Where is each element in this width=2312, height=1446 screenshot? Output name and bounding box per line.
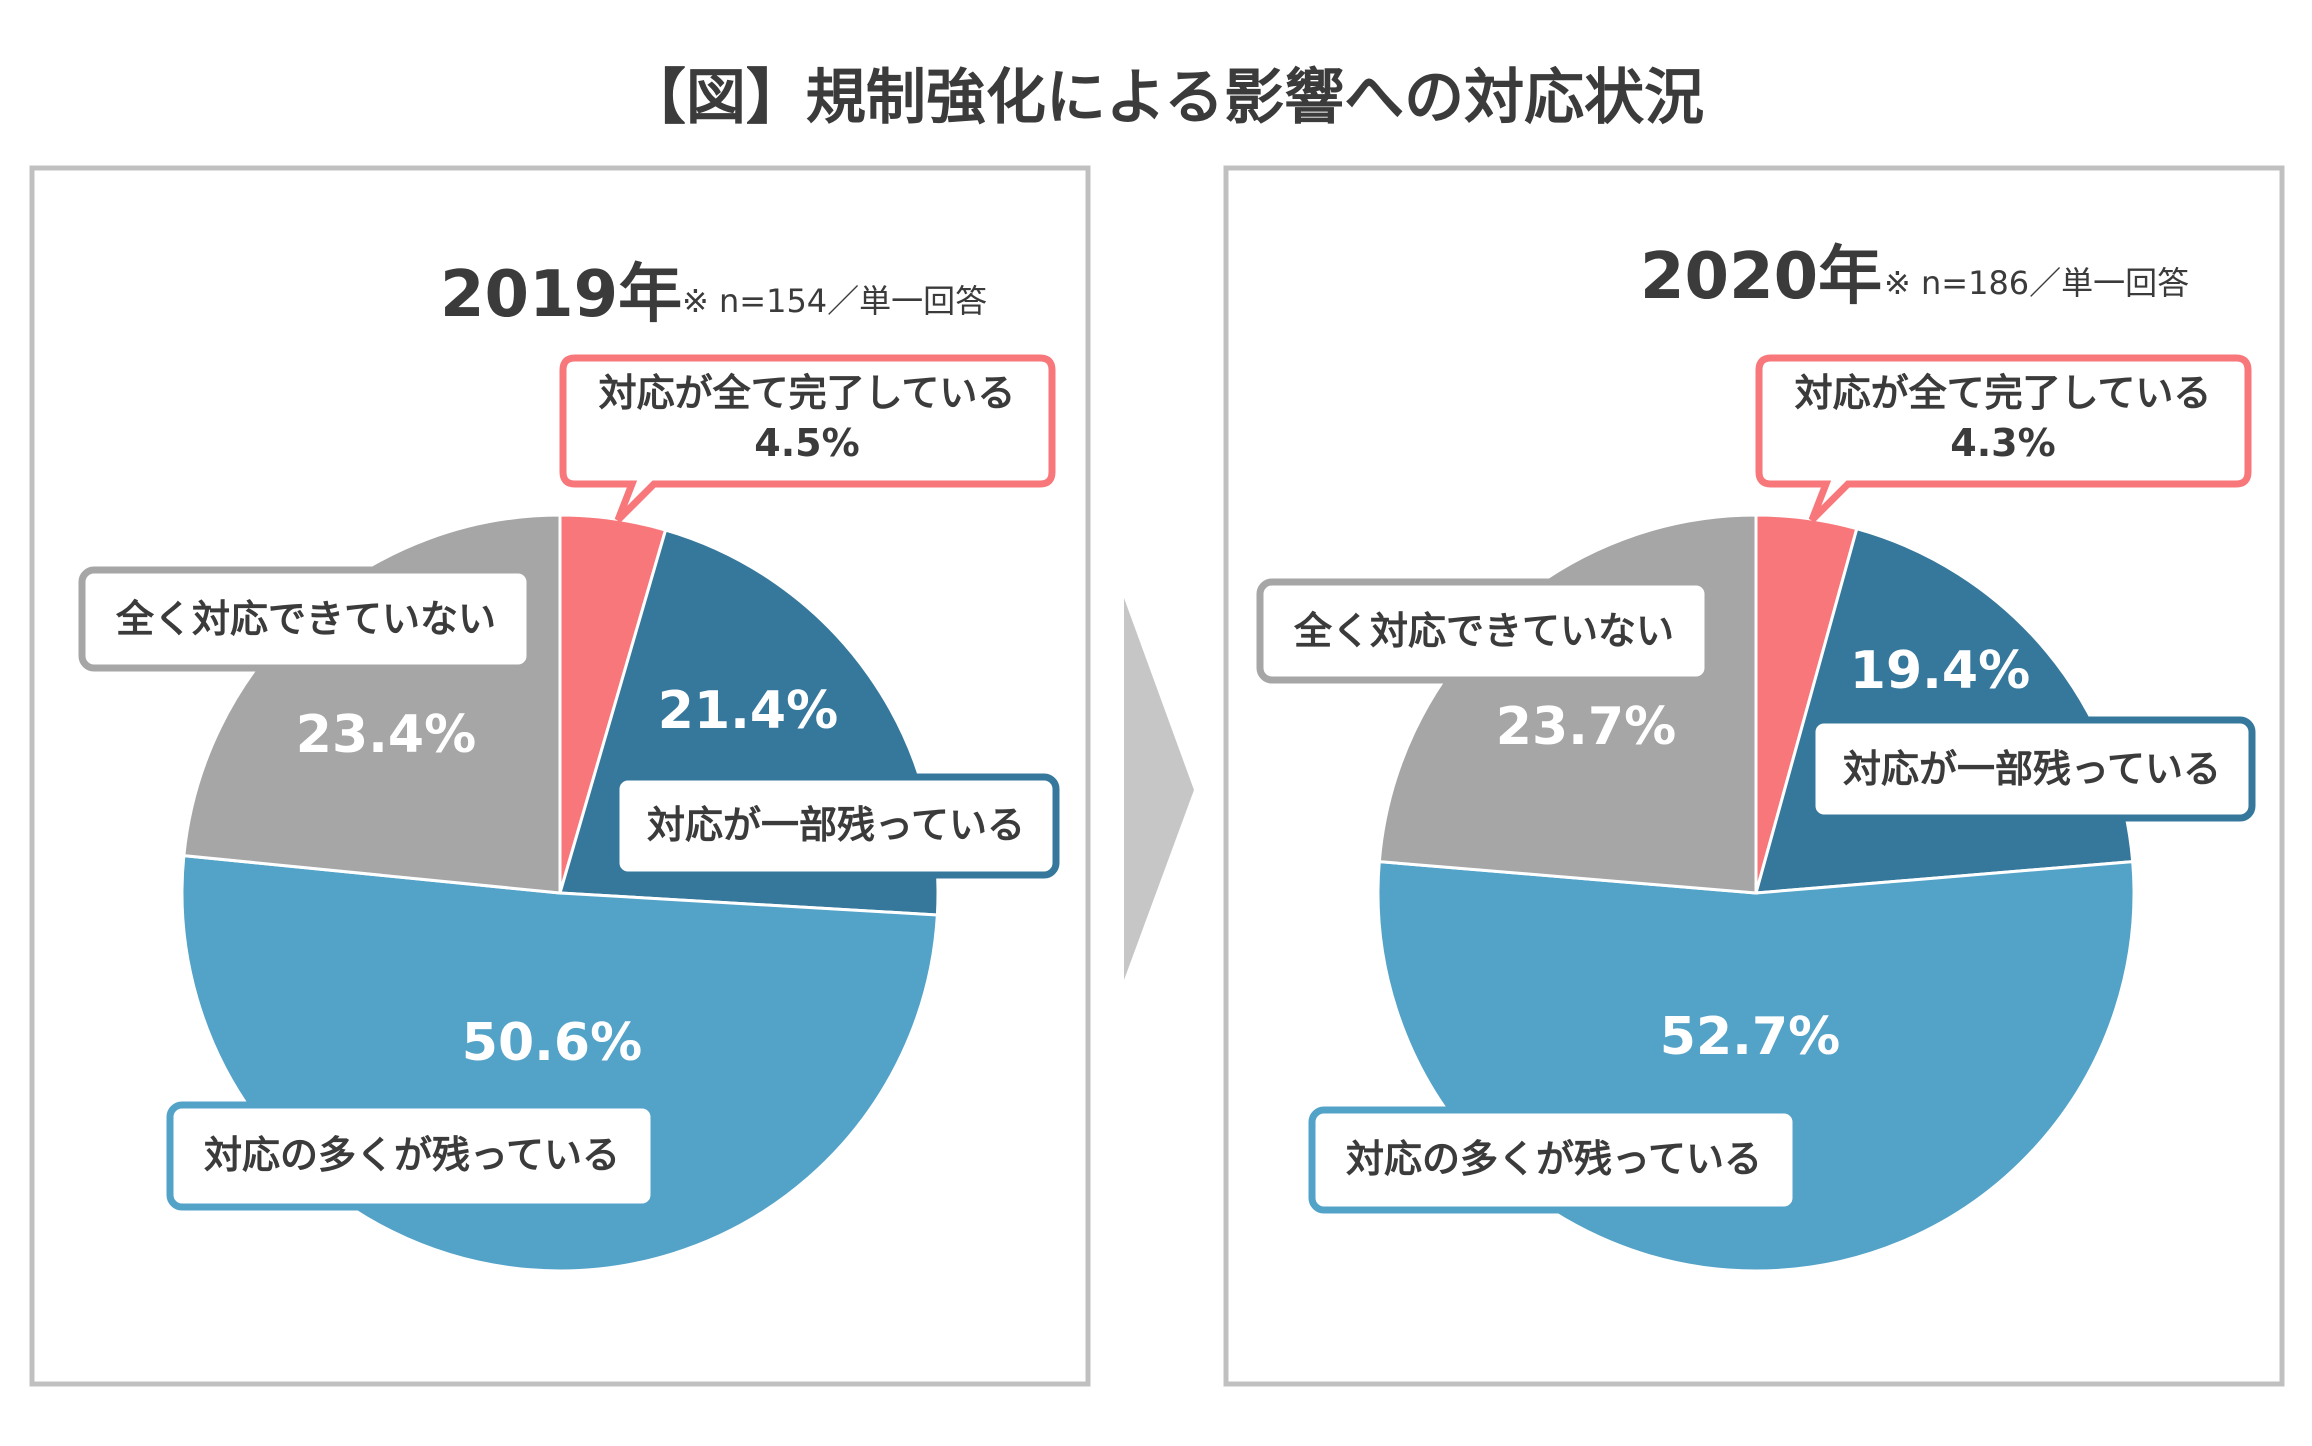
callout-none-2020: 全く対応できていない: [1256, 578, 1712, 684]
slice-value-mostly-2019: 50.6%: [462, 1013, 642, 1073]
callout-box-none-2020: [1256, 578, 1712, 684]
callout-box-partial-2020: [1808, 716, 2256, 822]
slice-value-none-2020: 23.7%: [1496, 697, 1676, 757]
slice-value-none-2019: 23.4%: [296, 705, 476, 765]
callout-box-complete-2019: [559, 354, 1056, 523]
callout-value-complete-2019: 4.5%: [754, 421, 859, 465]
callout-label-mostly-2020: 対応の多くが残っている: [1346, 1137, 1762, 1181]
callout-label-none-2020: 全く対応できていない: [1293, 609, 1674, 653]
slice-value-partial-2020: 19.4%: [1850, 641, 2030, 701]
callout-label-partial-2019: 対応が一部残っている: [647, 803, 1025, 847]
slice-value-partial-2019: 21.4%: [658, 681, 838, 741]
callout-label-mostly-2019: 対応の多くが残っている: [204, 1133, 620, 1177]
callout-complete-2019: 対応が全て完了している 4.5%: [559, 354, 1056, 523]
transition-arrow: [1124, 598, 1194, 980]
callout-label-none-2019: 全く対応できていない: [115, 597, 496, 641]
callout-box-partial-2019: [612, 773, 1060, 879]
callout-box-mostly-2020: [1308, 1106, 1800, 1214]
callout-partial-2020: 対応が一部残っている: [1808, 716, 2256, 822]
sample-note-2019: ※ n=154／単一回答: [682, 282, 987, 320]
callout-label-complete-2019: 対応が全て完了している: [599, 371, 1016, 415]
callout-mostly-2020: 対応の多くが残っている: [1308, 1106, 1800, 1214]
callout-box-none-2019: [78, 566, 534, 672]
callout-label-complete-2020: 対応が全て完了している: [1795, 371, 2212, 415]
year-heading-2020: 2020年: [1640, 240, 1882, 314]
callout-mostly-2019: 対応の多くが残っている: [166, 1101, 658, 1211]
callout-box-complete-2020: [1755, 354, 2252, 523]
slice-value-mostly-2020: 52.7%: [1660, 1007, 1840, 1067]
callout-label-partial-2020: 対応が一部残っている: [1843, 747, 2221, 791]
callout-complete-2020: 対応が全て完了している 4.3%: [1755, 354, 2252, 523]
year-heading-2019: 2019年: [440, 258, 682, 332]
figure-title: 【図】規制強化による影響への対応状況: [626, 63, 1704, 133]
sample-note-2020: ※ n=186／単一回答: [1884, 264, 2189, 302]
callout-box-mostly-2019: [166, 1101, 658, 1211]
callout-value-complete-2020: 4.3%: [1950, 421, 2055, 465]
callout-none-2019: 全く対応できていない: [78, 566, 534, 672]
callout-partial-2019: 対応が一部残っている: [612, 773, 1060, 879]
